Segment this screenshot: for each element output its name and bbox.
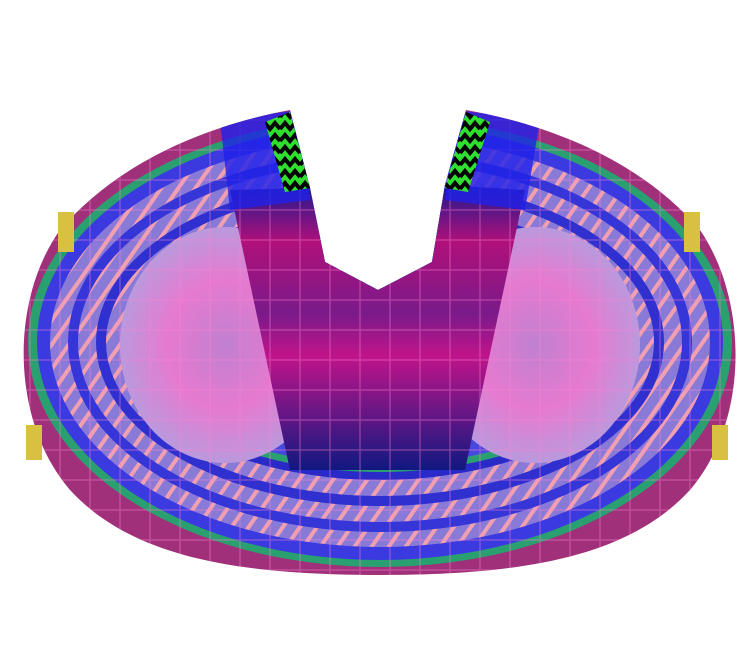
start-marker-right: [445, 112, 490, 192]
column-grid: [230, 185, 525, 470]
start-marker-left: [265, 112, 310, 192]
side-post: [712, 425, 728, 460]
side-post: [684, 212, 700, 252]
side-post: [58, 212, 74, 252]
side-post: [26, 425, 42, 460]
